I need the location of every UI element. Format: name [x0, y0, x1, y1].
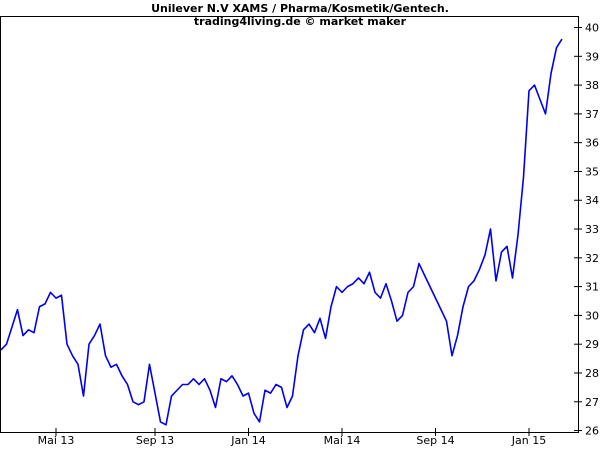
chart-subtitle: trading4living.de © market maker	[194, 15, 407, 28]
y-tick-label: 28	[585, 367, 599, 380]
y-tick-label: 35	[585, 165, 599, 178]
x-tick-label: Mai 14	[324, 434, 361, 447]
price-line	[0, 38, 563, 426]
y-tick-label: 32	[585, 252, 599, 265]
y-tick-label: 39	[585, 50, 599, 63]
y-tick-label: 29	[585, 338, 599, 351]
y-tick-label: 33	[585, 223, 599, 236]
x-tick-label: Mai 13	[38, 434, 75, 447]
x-tick-label: Sep 14	[416, 434, 454, 447]
y-tick-label: 34	[585, 194, 599, 207]
chart-title: Unilever N.V XAMS / Pharma/Kosmetik/Gent…	[151, 2, 449, 15]
y-tick-label: 37	[585, 108, 599, 121]
x-tick-label: Jan 15	[511, 434, 546, 447]
y-tick-label: 40	[585, 22, 599, 35]
y-tick-label: 30	[585, 309, 599, 322]
y-tick-label: 36	[585, 137, 599, 150]
x-tick-label: Jan 14	[230, 434, 265, 447]
x-tick-label: Sep 13	[136, 434, 174, 447]
y-tick-label: 27	[585, 396, 599, 409]
y-tick-label: 26	[585, 425, 599, 438]
y-tick-label: 31	[585, 281, 599, 294]
y-tick-label: 38	[585, 79, 599, 92]
plot-frame	[0, 16, 579, 433]
